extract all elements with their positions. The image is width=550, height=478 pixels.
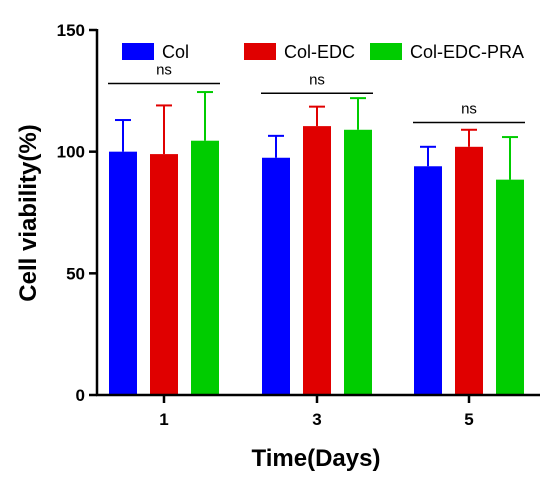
bar-Col-EDC-PRA-1 xyxy=(191,140,219,395)
legend-label-Col-EDC-PRA: Col-EDC-PRA xyxy=(410,42,524,62)
plot-area xyxy=(109,91,524,395)
y-axis-title: Cell viability(%) xyxy=(15,124,42,301)
bar-Col-EDC-PRA-5 xyxy=(496,179,524,395)
legend-swatch-Col-EDC xyxy=(244,43,276,60)
y-tick-label: 0 xyxy=(76,386,85,405)
y-tick-label: 150 xyxy=(57,21,85,40)
legend: Col Col-EDC Col-EDC-PRA xyxy=(122,42,524,62)
legend-label-Col: Col xyxy=(162,42,189,62)
x-axis-title: Time(Days) xyxy=(252,445,381,472)
bar-Col-1 xyxy=(109,151,137,395)
x-tick-label: 1 xyxy=(159,410,168,429)
bar-Col-EDC-PRA-3 xyxy=(344,129,372,395)
bar-Col-3 xyxy=(262,157,290,395)
bar-Col-EDC-3 xyxy=(303,126,331,395)
y-tick-label: 50 xyxy=(66,264,85,283)
legend-label-Col-EDC: Col-EDC xyxy=(284,42,355,62)
bar-Col-EDC-1 xyxy=(150,154,178,395)
bar-Col-EDC-5 xyxy=(455,146,483,395)
significance-label: ns xyxy=(461,100,477,117)
significance-label: ns xyxy=(309,71,325,88)
legend-swatch-Col xyxy=(122,43,154,60)
x-axis-ticks: 1 3 5 xyxy=(159,395,474,429)
significance-label: ns xyxy=(156,62,172,79)
x-tick-label: 5 xyxy=(464,410,473,429)
y-tick-label: 100 xyxy=(57,143,85,162)
legend-swatch-Col-EDC-PRA xyxy=(370,43,402,60)
x-tick-label: 3 xyxy=(312,410,321,429)
y-axis-ticks: 0 50 100 150 xyxy=(57,21,97,405)
bar-Col-5 xyxy=(414,166,442,395)
significance-annotations: ns ns ns xyxy=(108,62,525,124)
